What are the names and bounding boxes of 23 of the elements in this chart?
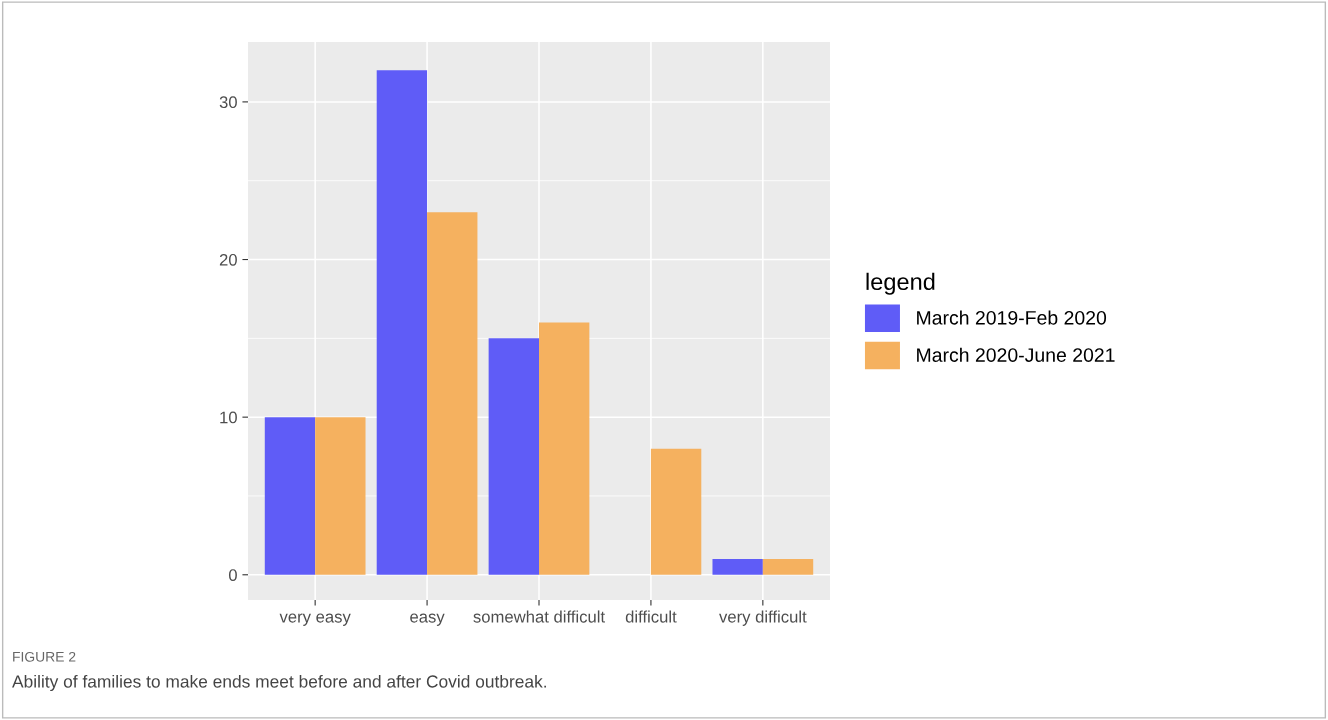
x-tick-label: easy xyxy=(410,613,445,626)
bar xyxy=(539,322,590,575)
legend-label: March 2020-June 2021 xyxy=(917,347,1115,362)
text: Ability of families to make ends meet before and after Covid outbreak. xyxy=(12,674,546,692)
bar xyxy=(762,559,814,575)
bar xyxy=(712,559,763,575)
bar xyxy=(376,70,428,575)
x-tick-label: very difficult xyxy=(719,610,807,626)
y-tick-label: 0 xyxy=(228,569,237,581)
x-tick-label: somewhat difficult xyxy=(473,610,605,623)
bar xyxy=(650,448,702,575)
bar xyxy=(315,417,366,575)
legend-label: March 2019-Feb 2020 xyxy=(917,310,1107,325)
y-tick-label: 20 xyxy=(219,253,237,266)
y-tick-label: 30 xyxy=(219,96,237,109)
x-tick-label: very easy xyxy=(279,613,351,626)
bar xyxy=(427,212,478,575)
caption: FIGURE 2 xyxy=(13,651,76,662)
bar xyxy=(488,338,539,575)
bar xyxy=(264,417,316,575)
legend-title: legend xyxy=(866,272,935,295)
y-tick-label: 10 xyxy=(220,411,237,424)
x-tick-label: difficult xyxy=(625,610,677,623)
